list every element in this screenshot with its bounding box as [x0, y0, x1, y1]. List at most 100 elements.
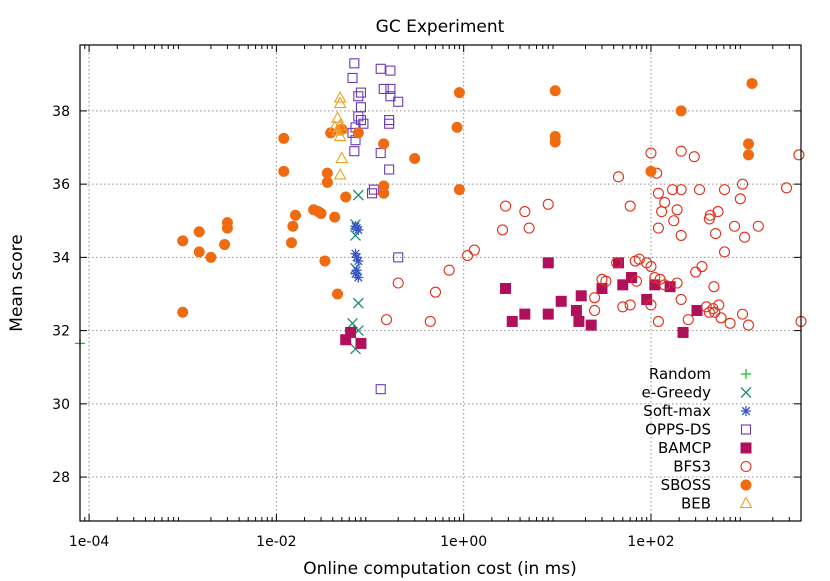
y-tick-label: 34 [52, 250, 70, 266]
series-sboss [177, 77, 758, 318]
data-point [319, 255, 331, 267]
data-point [349, 146, 360, 157]
legend-marker [740, 460, 752, 473]
data-point [589, 304, 601, 317]
legend-marker [739, 496, 753, 509]
data-point [315, 207, 327, 219]
data-point [703, 213, 715, 225]
data-point [710, 228, 722, 240]
data-point [177, 235, 189, 247]
data-point [384, 164, 395, 175]
data-point [205, 251, 217, 263]
data-point [193, 226, 205, 238]
data-point [675, 229, 687, 241]
data-point [555, 295, 567, 307]
data-point [393, 252, 404, 263]
data-point [352, 297, 364, 309]
data-point [585, 319, 597, 331]
data-point [519, 206, 531, 218]
data-point [645, 260, 657, 273]
data-point [384, 118, 395, 129]
data-point [696, 260, 708, 273]
legend-label: OPPS-DS [645, 421, 711, 439]
legend: Randome-GreedySoft-maxOPPS-DSBAMCPBFS3SB… [641, 365, 753, 513]
data-point [333, 90, 347, 103]
data-point [333, 96, 347, 109]
data-point [443, 264, 455, 276]
legend-marker [741, 406, 751, 416]
data-point [321, 176, 333, 188]
legend-marker [740, 424, 752, 435]
legend-marker [740, 387, 752, 398]
data-point [523, 222, 535, 234]
data-point [321, 167, 333, 179]
data-point [352, 127, 364, 139]
data-point [675, 145, 687, 157]
data-point [378, 83, 389, 94]
data-point [693, 184, 706, 196]
data-point [659, 279, 671, 291]
data-point [690, 266, 702, 278]
data-point [542, 257, 554, 269]
data-point [429, 286, 442, 298]
data-point [385, 83, 396, 94]
data-point [656, 206, 668, 218]
legend-label: Soft-max [643, 402, 711, 420]
data-point [549, 85, 561, 97]
data-point [519, 308, 531, 320]
data-point [219, 239, 231, 251]
data-point [645, 299, 657, 311]
data-point [612, 171, 625, 183]
data-point [677, 326, 689, 338]
data-point [468, 244, 480, 256]
data-point [652, 315, 664, 327]
data-point [375, 384, 386, 395]
data-point [734, 193, 746, 205]
data-point [278, 132, 290, 144]
data-point [746, 77, 758, 89]
data-point [289, 209, 301, 221]
legend-label: BAMCP [658, 439, 711, 457]
y-tick-label: 32 [52, 324, 70, 340]
data-point [378, 138, 390, 150]
y-tick-label: 36 [52, 177, 70, 193]
data-point [177, 306, 189, 318]
data-point [355, 87, 366, 98]
data-point [752, 220, 764, 232]
data-point [385, 65, 396, 76]
data-point [611, 257, 623, 269]
legend-label: BFS3 [673, 458, 711, 476]
data-point [649, 271, 661, 284]
data-point [333, 167, 347, 180]
data-point [340, 191, 352, 203]
data-point [500, 282, 512, 294]
data-point [780, 182, 793, 194]
data-point [645, 165, 657, 177]
data-point [630, 275, 643, 287]
data-point [451, 121, 463, 133]
data-point [461, 249, 474, 262]
data-point [736, 308, 749, 320]
data-point [278, 165, 290, 177]
data-point [617, 279, 629, 291]
data-point [575, 290, 587, 302]
plot-frame [79, 44, 802, 522]
x-tick-label: 1e-02 [256, 534, 296, 550]
data-point [703, 306, 715, 318]
data-point [589, 292, 601, 304]
legend-label: e-Greedy [641, 384, 711, 402]
data-point [700, 301, 712, 313]
data-point [668, 215, 680, 227]
series-opps-ds [347, 58, 404, 395]
data-point [347, 317, 358, 329]
data-point [353, 111, 364, 122]
series-bfs3 [380, 145, 807, 331]
data-point [349, 58, 360, 69]
data-point [368, 184, 379, 195]
x-tick-label: 1e+00 [440, 534, 487, 550]
data-point [499, 200, 512, 212]
data-point [392, 277, 404, 289]
data-point [688, 151, 700, 163]
data-point [713, 299, 725, 311]
series-soft-max [350, 221, 364, 283]
